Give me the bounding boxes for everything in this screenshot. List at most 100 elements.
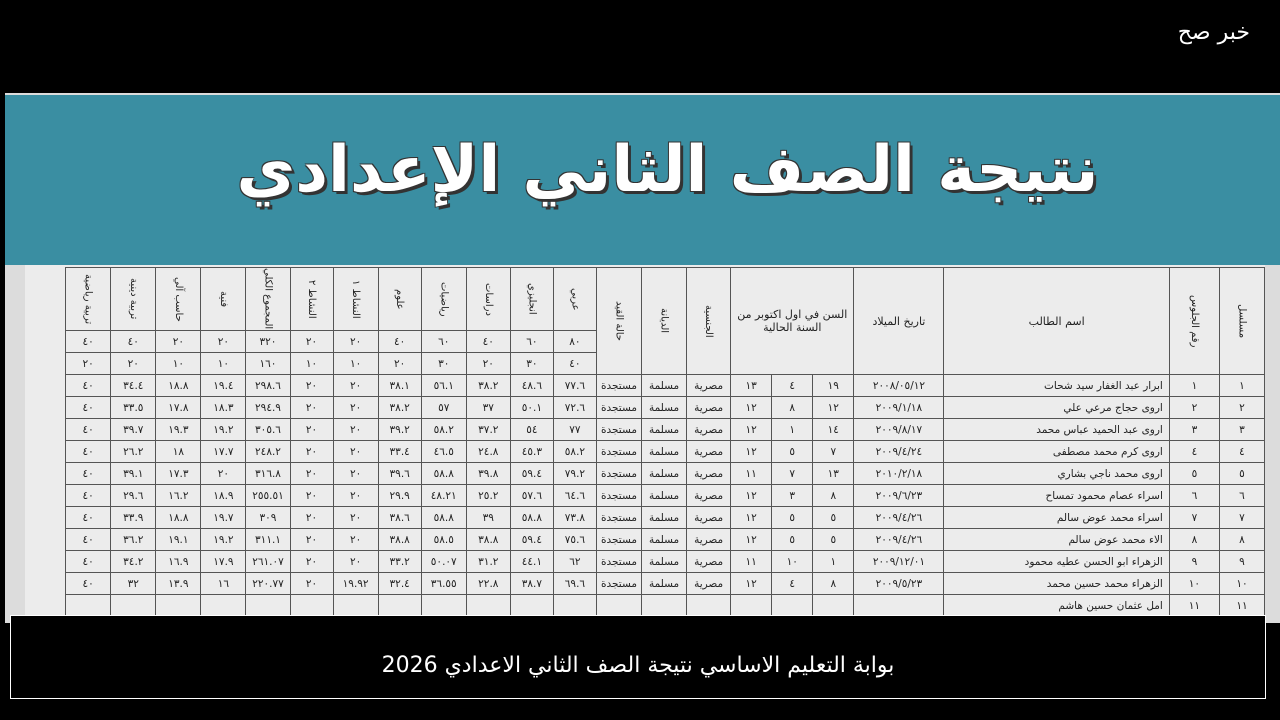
cell: مسلمة <box>641 440 688 463</box>
min-mark: ١٠ <box>289 352 334 375</box>
cell: ١٩.٩٢ <box>332 572 379 595</box>
cell: ٤٦.٥ <box>420 440 467 463</box>
cell <box>64 594 112 617</box>
cell: ٤ <box>771 572 814 595</box>
cell: ٢٠٠٨/٠٥/١٢ <box>853 374 945 397</box>
cell: ٣٨.٢ <box>465 374 511 397</box>
max-mark: ٣٢٠ <box>245 330 291 353</box>
student-row: ٧ ٧ اسراء محمد عوض سالم ٢٠٠٩/٤/٢٦ ٥ ٥ ١٢ مصرية م… <box>64 506 1266 529</box>
cell: ٤٠ <box>64 484 112 507</box>
cell: ٤٥.٣ <box>509 440 554 463</box>
cell: مسلمة <box>641 550 688 573</box>
cell: ٢٦١.٠٧ <box>245 550 291 573</box>
cell: اروى كرم محمد مصطفى <box>943 440 1170 463</box>
cell <box>641 594 688 617</box>
cell: ٣٣.٥ <box>110 396 157 419</box>
cell: ٨ <box>1168 528 1220 551</box>
cell: ٢٠٠٩/١/١٨ <box>853 396 945 419</box>
cell <box>332 594 379 617</box>
cell: ٧٥.٦ <box>552 528 597 551</box>
cell: ١٢ <box>730 484 773 507</box>
cell: مستجدة <box>595 506 643 529</box>
cell: ٣٠٥.٦ <box>245 418 291 441</box>
cell: ٧٣.٨ <box>552 506 597 529</box>
cell: مصرية <box>686 528 732 551</box>
cell: ١٢ <box>730 528 773 551</box>
cell: ١٢ <box>812 396 855 419</box>
cell: ٥٨.٢ <box>420 418 467 441</box>
cell: ٣٩.٨ <box>465 462 511 485</box>
cell: ٢٠ <box>332 484 379 507</box>
cell: ١ <box>812 550 855 573</box>
cell: ٥ <box>771 506 814 529</box>
cell: ٨ <box>812 484 855 507</box>
cell: ٣٩.١ <box>110 462 157 485</box>
cell: ٢٠ <box>289 440 334 463</box>
column-header: تربية رياضية <box>64 267 112 331</box>
cell: مصرية <box>686 374 732 397</box>
cell: ٢٢.٨ <box>465 572 511 595</box>
cell: ٩ <box>1168 550 1220 573</box>
cell: مستجدة <box>595 440 643 463</box>
cell <box>509 594 554 617</box>
cell: ٢٩٨.٦ <box>245 374 291 397</box>
max-mark: ٦٠ <box>509 330 554 353</box>
column-header: حاسب آلي <box>155 267 202 331</box>
cell: ١٧.٨ <box>155 396 202 419</box>
student-row: ٩ ٩ الزهراء ابو الحسن عطيه محمود ٢٠٠٩/١٢/٠١… <box>64 550 1266 573</box>
cell: ٧ <box>1218 506 1266 529</box>
cell: مصرية <box>686 506 732 529</box>
cell: ٢٠ <box>332 396 379 419</box>
cell <box>552 594 597 617</box>
cell: ٥ <box>812 506 855 529</box>
student-row: ٦ ٦ اسراء عصام محمود تمساح ٢٠٠٩/٦/٢٣ ٨ ٣ ١٢ مصر… <box>64 484 1266 507</box>
cell: ١٩ <box>812 374 855 397</box>
cell: ١٩.٤ <box>200 374 247 397</box>
cell: مصرية <box>686 440 732 463</box>
cell <box>465 594 511 617</box>
max-mark: ٤٠ <box>465 330 511 353</box>
cell: ٣٦.٢ <box>110 528 157 551</box>
cell: مسلمة <box>641 528 688 551</box>
cell <box>595 594 643 617</box>
cell: ٢٠ <box>289 396 334 419</box>
cell: ٥٦.١ <box>420 374 467 397</box>
cell: ٣ <box>1168 418 1220 441</box>
cell: ٤ <box>1218 440 1266 463</box>
cell: ٥٨.٢ <box>552 440 597 463</box>
cell: ١٢ <box>730 506 773 529</box>
cell: ٣٢ <box>110 572 157 595</box>
cell: ١٦ <box>200 572 247 595</box>
cell: ٥٧ <box>420 396 467 419</box>
cell: ٢٠٠٩/٨/١٧ <box>853 418 945 441</box>
cell: ٢٦.٢ <box>110 440 157 463</box>
cell: مستجدة <box>595 572 643 595</box>
cell <box>812 594 855 617</box>
cell: ٣٧.٢ <box>465 418 511 441</box>
column-header: الديانة <box>641 267 688 375</box>
cell: مستجدة <box>595 374 643 397</box>
cell: مصرية <box>686 462 732 485</box>
cell: ١٩.٣ <box>155 418 202 441</box>
max-mark: ٤٠ <box>110 330 157 353</box>
student-row: ٥ ٥ اروى محمد ناجي بشاري ٢٠١٠/٢/١٨ ١٣ ٧ ١١ مصري… <box>64 462 1266 485</box>
min-mark: ٣٠ <box>420 352 467 375</box>
cell: ٣٨.٨ <box>377 528 422 551</box>
cell: ١٨.٨ <box>155 506 202 529</box>
cell: ٢٠ <box>200 462 247 485</box>
cell: ٩ <box>1218 550 1266 573</box>
cell: ١٣ <box>812 462 855 485</box>
cell: ٢٩.٩ <box>377 484 422 507</box>
cell: ٧٧.٦ <box>552 374 597 397</box>
cell: مسلمة <box>641 506 688 529</box>
cell: ١١ <box>1168 594 1220 617</box>
min-mark: ١٠ <box>332 352 379 375</box>
cell: ٢٠ <box>289 528 334 551</box>
cell: اسراء محمد عوض سالم <box>943 506 1170 529</box>
cell: مصرية <box>686 396 732 419</box>
max-mark: ٦٠ <box>420 330 467 353</box>
cell: ١٩.٢ <box>200 528 247 551</box>
cell: ١٠ <box>1168 572 1220 595</box>
cell: ٤ <box>771 374 814 397</box>
cell: ١٣.٩ <box>155 572 202 595</box>
